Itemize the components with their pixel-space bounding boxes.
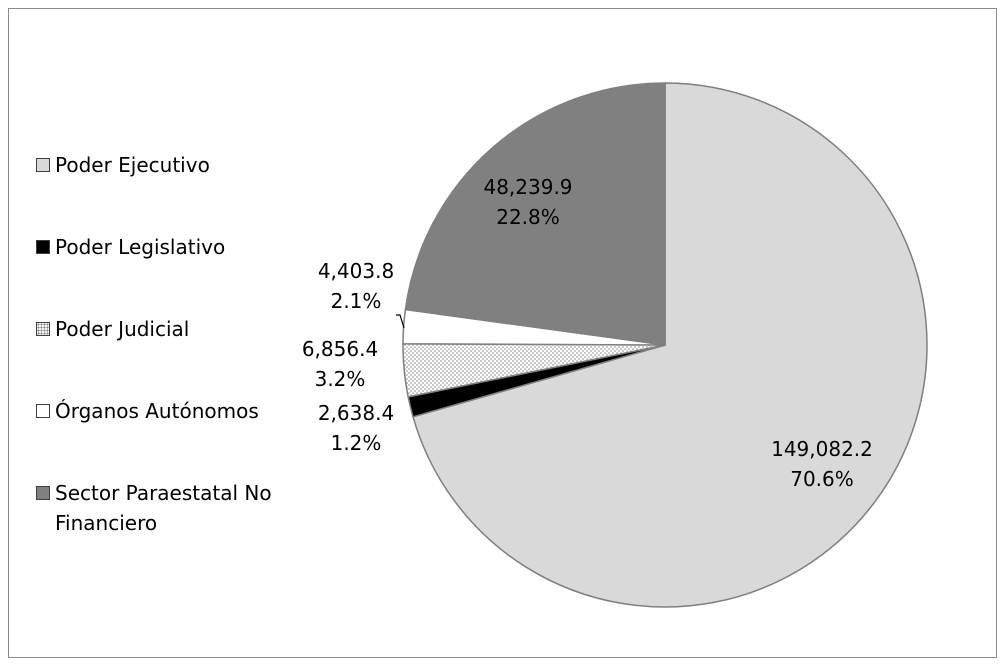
data-label-value: 6,856.4 (302, 337, 378, 361)
legend-swatch-poder-legislativo (36, 240, 50, 254)
legend-item-organos-autonomos: Órganos Autónomos (36, 396, 305, 426)
legend-label: Órganos Autónomos (55, 399, 259, 423)
legend-swatch-poder-ejecutivo (36, 158, 50, 172)
legend-label: Sector Paraestatal No Financiero (55, 481, 272, 535)
data-label-poder-legislativo: 2,638.4 1.2% (318, 401, 394, 455)
data-label-poder-judicial: 6,856.4 3.2% (302, 337, 378, 391)
legend-label: Poder Judicial (55, 317, 190, 341)
pie-slice-sector-paraestatal-no-financiero (404, 82, 666, 346)
data-label-percent: 1.2% (331, 431, 382, 455)
data-label-organos-autonomos: 4,403.8 2.1% (318, 259, 394, 313)
legend-item-sector-paraestatal: Sector Paraestatal No Financiero (36, 478, 305, 538)
data-label-value: 48,239.9 (483, 175, 572, 199)
legend-label: Poder Ejecutivo (55, 153, 210, 177)
legend-item-poder-ejecutivo: Poder Ejecutivo (36, 150, 305, 180)
legend-swatch-sector-paraestatal (36, 486, 50, 500)
legend-item-poder-judicial: Poder Judicial (36, 314, 305, 344)
legend-swatch-poder-judicial (36, 322, 50, 336)
data-label-sector-paraestatal-no-financiero: 48,239.9 22.8% (483, 175, 572, 229)
legend-item-poder-legislativo: Poder Legislativo (36, 232, 305, 262)
data-label-percent: 70.6% (790, 467, 854, 491)
data-label-value: 149,082.2 (771, 437, 873, 461)
legend-label: Poder Legislativo (55, 235, 226, 259)
data-label-value: 2,638.4 (318, 401, 394, 425)
data-label-poder-ejecutivo: 149,082.2 70.6% (771, 437, 873, 491)
leader-line-organos-autonomos (396, 314, 405, 329)
data-label-value: 4,403.8 (318, 259, 394, 283)
data-label-percent: 3.2% (315, 367, 366, 391)
data-label-percent: 2.1% (331, 289, 382, 313)
legend-swatch-organos-autonomos (36, 404, 50, 418)
data-label-percent: 22.8% (496, 205, 560, 229)
pie-slice-poder-ejecutivo (412, 82, 928, 608)
